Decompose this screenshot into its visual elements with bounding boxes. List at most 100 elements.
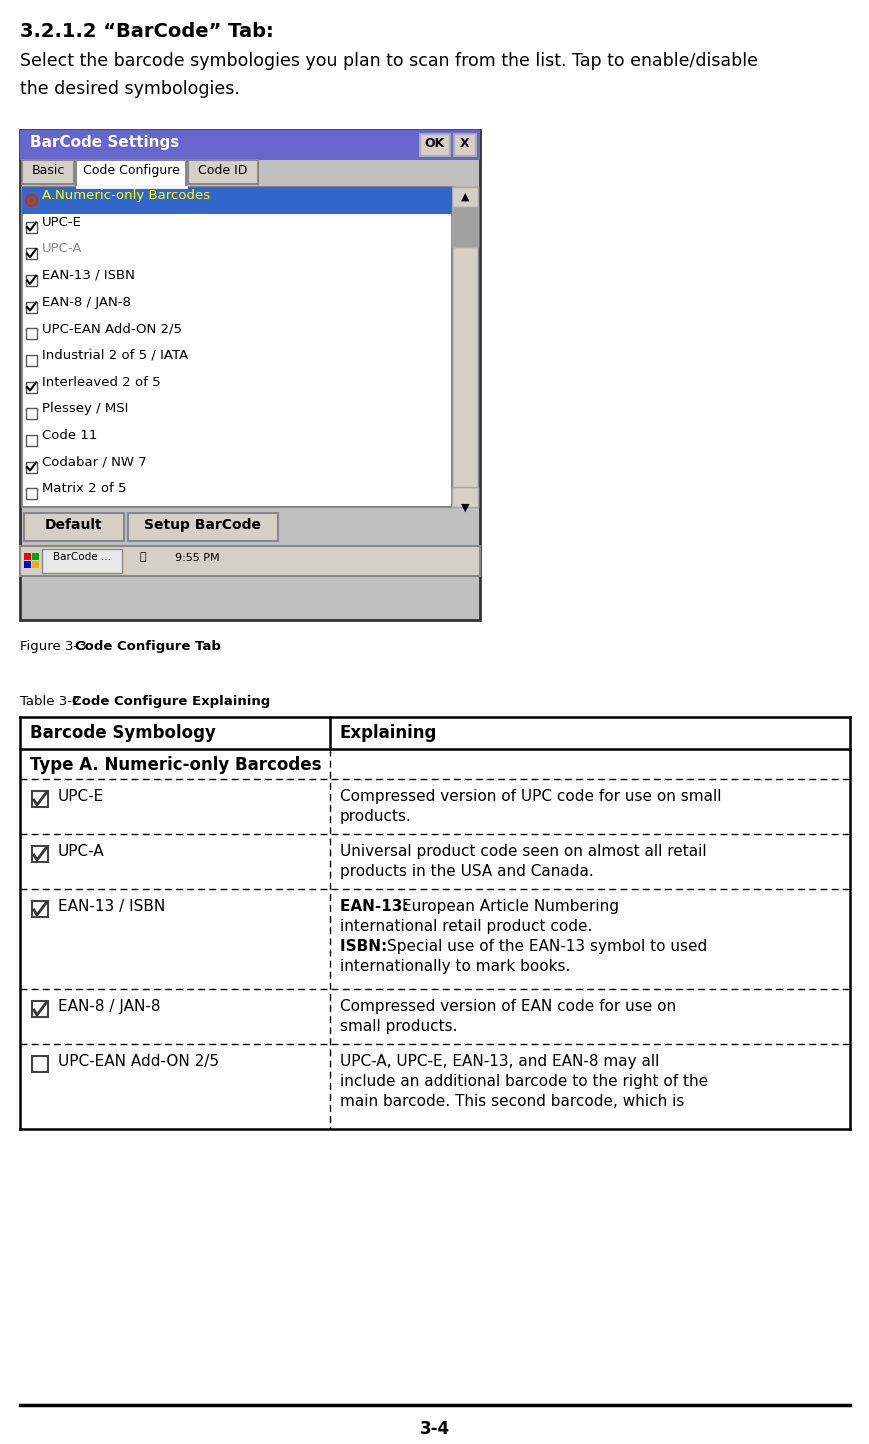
Text: ▲: ▲	[461, 192, 468, 202]
Text: Compressed version of EAN code for use on: Compressed version of EAN code for use o…	[340, 999, 675, 1014]
Text: Setup BarCode: Setup BarCode	[144, 518, 262, 531]
Bar	[452, 487, 477, 507]
Bar	[26, 274, 37, 286]
Text: Interleaved 2 of 5: Interleaved 2 of 5	[42, 375, 161, 388]
Text: European Article Numbering: European Article Numbering	[402, 900, 619, 914]
Text: UPC-A, UPC-E, EAN-13, and EAN-8 may all: UPC-A, UPC-E, EAN-13, and EAN-8 may all	[340, 1054, 659, 1069]
Bar	[452, 206, 477, 247]
Text: Default: Default	[45, 518, 103, 531]
Bar	[76, 160, 186, 188]
Bar	[26, 355, 37, 365]
Bar	[26, 409, 37, 419]
Text: BarCode ...: BarCode ...	[53, 552, 111, 562]
Text: Compressed version of UPC code for use on small: Compressed version of UPC code for use o…	[340, 788, 720, 804]
Bar	[24, 553, 31, 560]
Text: internationally to mark books.: internationally to mark books.	[340, 959, 570, 975]
Bar	[452, 188, 477, 206]
Text: Select the barcode symbologies you plan to scan from the list. Tap to enable/dis: Select the barcode symbologies you plan …	[20, 52, 757, 69]
Text: 3.2.1.2 “BarCode” Tab:: 3.2.1.2 “BarCode” Tab:	[20, 22, 274, 40]
Bar	[24, 513, 124, 542]
Text: include an additional barcode to the right of the: include an additional barcode to the rig…	[340, 1074, 707, 1089]
Bar	[20, 718, 849, 749]
Bar	[26, 488, 37, 500]
Text: A.Numeric-only Barcodes: A.Numeric-only Barcodes	[42, 189, 210, 202]
Bar	[26, 328, 37, 339]
Circle shape	[29, 198, 34, 204]
Bar	[32, 1001, 48, 1017]
Text: UPC-E: UPC-E	[58, 788, 104, 804]
Text: OK: OK	[424, 137, 445, 150]
Bar	[20, 835, 849, 890]
Text: 🔧: 🔧	[140, 552, 147, 562]
Bar	[20, 130, 480, 160]
Bar	[42, 549, 122, 573]
Text: Type A. Numeric-only Barcodes: Type A. Numeric-only Barcodes	[30, 757, 322, 774]
Bar	[32, 553, 39, 560]
Text: Basic: Basic	[31, 165, 64, 178]
Bar	[24, 562, 31, 567]
Text: international retail product code.: international retail product code.	[340, 918, 592, 934]
Text: UPC-EAN Add-ON 2/5: UPC-EAN Add-ON 2/5	[58, 1054, 219, 1069]
Bar	[452, 188, 477, 507]
Text: products.: products.	[340, 809, 411, 825]
Text: Table 3-2: Table 3-2	[20, 695, 84, 708]
Text: EAN-8 / JAN-8: EAN-8 / JAN-8	[42, 296, 130, 309]
Bar	[26, 248, 37, 258]
Text: UPC-A: UPC-A	[42, 243, 83, 256]
Text: Code Configure Explaining: Code Configure Explaining	[72, 695, 270, 708]
Bar	[454, 134, 475, 156]
Bar	[32, 901, 48, 917]
Text: UPC-E: UPC-E	[42, 215, 82, 228]
Bar	[420, 134, 449, 156]
Bar	[22, 188, 452, 507]
Text: 3-4: 3-4	[420, 1419, 449, 1438]
Text: Code Configure Tab: Code Configure Tab	[75, 640, 221, 653]
Text: main barcode. This second barcode, which is: main barcode. This second barcode, which…	[340, 1095, 684, 1109]
Text: Universal product code seen on almost all retail: Universal product code seen on almost al…	[340, 843, 706, 859]
Text: ▼: ▼	[461, 503, 468, 513]
Text: UPC-A: UPC-A	[58, 843, 104, 859]
Text: Code Configure: Code Configure	[83, 165, 179, 178]
Text: ISBN:: ISBN:	[340, 939, 392, 954]
Bar	[32, 846, 48, 862]
Text: products in the USA and Canada.: products in the USA and Canada.	[340, 864, 593, 879]
Text: Matrix 2 of 5: Matrix 2 of 5	[42, 482, 126, 495]
Bar	[20, 1044, 849, 1129]
Bar	[22, 188, 452, 214]
Bar	[20, 749, 849, 778]
Bar	[26, 381, 37, 393]
Bar	[32, 791, 48, 807]
Bar	[20, 130, 480, 619]
Text: Barcode Symbology: Barcode Symbology	[30, 723, 216, 742]
Text: EAN-13 / ISBN: EAN-13 / ISBN	[42, 269, 135, 282]
Text: small products.: small products.	[340, 1019, 457, 1034]
Text: Special use of the EAN-13 symbol to used: Special use of the EAN-13 symbol to used	[387, 939, 706, 954]
Bar	[128, 513, 278, 542]
Bar	[20, 890, 849, 989]
Bar	[32, 562, 39, 567]
Text: Code 11: Code 11	[42, 429, 97, 442]
Bar	[22, 160, 74, 183]
Bar	[26, 221, 37, 232]
Text: 9:55 PM: 9:55 PM	[175, 553, 219, 563]
Text: Explaining: Explaining	[340, 723, 437, 742]
Bar	[20, 778, 849, 835]
Bar	[32, 1056, 48, 1071]
Bar	[26, 302, 37, 312]
Text: EAN-13 / ISBN: EAN-13 / ISBN	[58, 900, 165, 914]
Text: Industrial 2 of 5 / IATA: Industrial 2 of 5 / IATA	[42, 349, 188, 362]
Text: Code ID: Code ID	[198, 165, 248, 178]
Text: UPC-EAN Add-ON 2/5: UPC-EAN Add-ON 2/5	[42, 322, 182, 335]
Bar	[20, 546, 480, 576]
Text: the desired symbologies.: the desired symbologies.	[20, 79, 240, 98]
Bar	[20, 989, 849, 1044]
Text: EAN-13:: EAN-13:	[340, 900, 414, 914]
Bar	[26, 435, 37, 446]
Bar	[188, 160, 258, 183]
Text: BarCode Settings: BarCode Settings	[30, 134, 179, 150]
Text: EAN-8 / JAN-8: EAN-8 / JAN-8	[58, 999, 160, 1014]
Text: Codabar / NW 7: Codabar / NW 7	[42, 456, 147, 469]
Text: Plessey / MSI: Plessey / MSI	[42, 403, 129, 416]
Text: Figure 3-3: Figure 3-3	[20, 640, 91, 653]
Bar	[26, 462, 37, 472]
